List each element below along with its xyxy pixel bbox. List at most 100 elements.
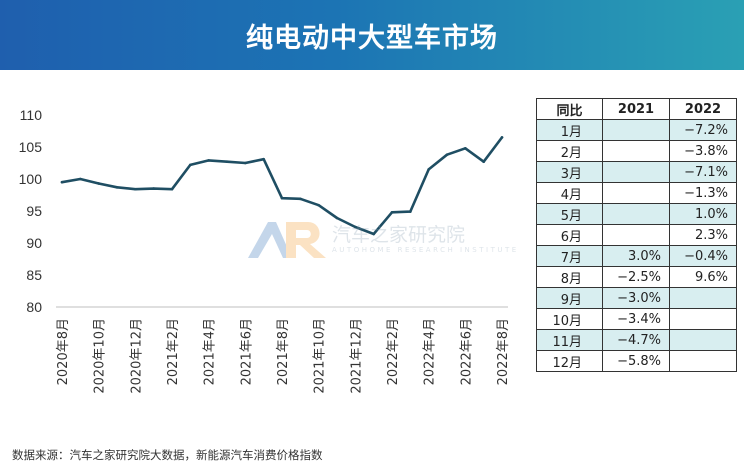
data-point <box>409 210 412 213</box>
y-tick-label: 90 <box>26 235 42 251</box>
value-cell: −3.0% <box>602 287 670 309</box>
data-point <box>97 182 100 185</box>
month-cell: 4月 <box>536 182 603 204</box>
value-cell: 2.3% <box>669 224 737 246</box>
value-cell <box>602 140 670 162</box>
chart-title: 纯电动中大型车市场 <box>246 22 498 54</box>
y-tick-label: 105 <box>19 139 43 155</box>
x-tick-label: 2021年6月 <box>239 318 254 385</box>
value-cell <box>669 329 737 351</box>
month-cell: 9月 <box>536 287 603 309</box>
column-header: 2022 <box>669 98 737 120</box>
month-cell: 10月 <box>536 308 603 330</box>
data-point <box>372 232 375 236</box>
table-row: 2月 −3.8% <box>536 140 737 162</box>
data-point <box>445 153 449 156</box>
data-point <box>464 146 467 150</box>
value-cell <box>602 203 670 225</box>
y-tick-label: 100 <box>19 171 43 187</box>
data-point <box>79 177 82 181</box>
data-point <box>354 225 357 229</box>
value-cell <box>669 308 737 330</box>
data-point <box>207 159 210 162</box>
value-cell: −2.5% <box>602 266 670 288</box>
value-cell: −4.7% <box>602 329 670 351</box>
y-tick-label: 95 <box>26 203 42 219</box>
month-cell: 6月 <box>536 224 603 246</box>
table-row: 8月 −2.5% 9.6% <box>536 266 737 288</box>
value-cell: −3.8% <box>669 140 737 162</box>
data-point <box>280 196 284 200</box>
value-cell <box>602 224 670 246</box>
x-tick-label: 2022年6月 <box>459 318 474 385</box>
data-point <box>152 187 155 190</box>
table-row: 5月 1.0% <box>536 203 737 225</box>
data-point <box>225 160 229 164</box>
data-point <box>115 186 119 189</box>
data-point <box>390 210 394 214</box>
value-cell <box>602 119 670 141</box>
column-header: 同比 <box>536 98 603 120</box>
data-point <box>189 163 192 167</box>
value-cell: 9.6% <box>669 266 737 288</box>
value-cell <box>602 182 670 204</box>
month-cell: 7月 <box>536 245 603 267</box>
value-cell: 3.0% <box>602 245 670 267</box>
data-point <box>335 216 339 220</box>
value-cell: −7.2% <box>669 119 737 141</box>
value-cell: −0.4% <box>669 245 737 267</box>
y-tick-label: 85 <box>26 267 42 283</box>
month-cell: 8月 <box>536 266 603 288</box>
x-tick-label: 2022年8月 <box>496 318 511 385</box>
yoy-table: 同比 2021 2022 1月 −7.2% 2月 −3.8% 3月 −7.1% 4月 −… <box>536 98 737 372</box>
data-point <box>500 136 504 139</box>
month-cell: 11月 <box>536 329 603 351</box>
source-note: 数据来源：汽车之家研究院大数据，新能源汽车消费价格指数 <box>12 448 323 462</box>
data-point <box>317 203 320 207</box>
table-header-row: 同比 2021 2022 <box>536 98 737 120</box>
x-tick-label: 2021年12月 <box>349 318 364 394</box>
x-tick-label: 2022年4月 <box>423 318 438 385</box>
x-tick-label: 2020年8月 <box>56 318 71 385</box>
y-tick-label: 110 <box>20 107 43 123</box>
line-chart: 80 85 90 95 100 105 110 2020年8月 2020年10月 2020年12月… <box>19 107 511 394</box>
month-cell: 3月 <box>536 161 603 183</box>
data-point <box>299 197 302 201</box>
x-tick-label: 2021年8月 <box>276 318 291 385</box>
title-banner: 纯电动中大型车市场 <box>0 0 744 70</box>
table-row: 12月 −5.8% <box>536 350 737 372</box>
x-tick-label: 2021年4月 <box>203 318 218 385</box>
table-row: 1月 −7.2% <box>536 119 737 141</box>
x-tick-label: 2020年10月 <box>93 318 108 394</box>
data-point <box>482 160 485 164</box>
table-row: 6月 2.3% <box>536 224 737 246</box>
x-tick-label: 2020年12月 <box>129 318 144 394</box>
month-cell: 2月 <box>536 140 603 162</box>
data-point <box>134 187 137 191</box>
table-row: 3月 −7.1% <box>536 161 737 183</box>
value-cell <box>669 287 737 309</box>
month-cell: 12月 <box>536 350 603 372</box>
value-cell: 1.0% <box>669 203 737 225</box>
value-cell: −3.4% <box>602 308 670 330</box>
column-header: 2021 <box>602 98 670 120</box>
month-cell: 1月 <box>536 119 603 141</box>
value-cell <box>602 161 670 183</box>
y-tick-label: 80 <box>26 299 42 315</box>
table-row: 10月 −3.4% <box>536 308 737 330</box>
value-cell: −7.1% <box>669 161 737 183</box>
table-row: 7月 3.0% −0.4% <box>536 245 737 267</box>
value-cell <box>669 350 737 372</box>
data-point <box>244 161 247 165</box>
x-tick-label: 2021年2月 <box>166 318 181 385</box>
value-cell: −1.3% <box>669 182 737 204</box>
data-point <box>170 187 174 191</box>
table-row: 9月 −3.0% <box>536 287 737 309</box>
data-point <box>427 168 430 171</box>
month-cell: 5月 <box>536 203 603 225</box>
table-row: 11月 −4.7% <box>536 329 737 351</box>
value-cell: −5.8% <box>602 350 670 372</box>
data-point <box>262 157 265 161</box>
series-line <box>60 136 504 236</box>
x-tick-label: 2021年10月 <box>313 318 328 394</box>
